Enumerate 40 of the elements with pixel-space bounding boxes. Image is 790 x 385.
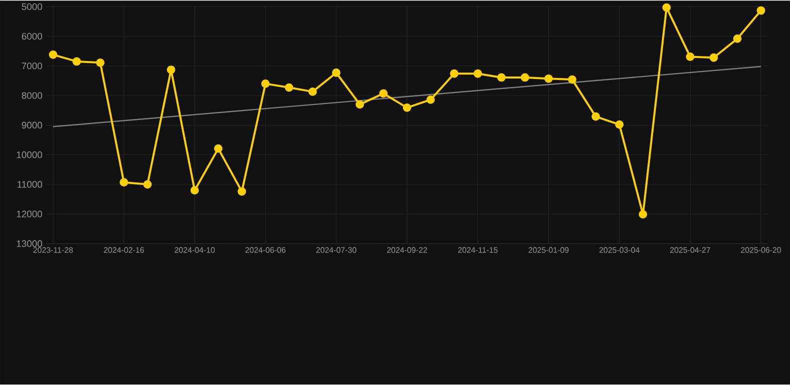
- point: [356, 100, 364, 109]
- point: [568, 76, 576, 84]
- point: [96, 58, 104, 68]
- point: [497, 73, 506, 82]
- y-tick-label: 5000: [22, 3, 42, 10]
- point: [143, 180, 152, 189]
- point: [615, 120, 624, 129]
- point: [284, 84, 294, 92]
- point: [474, 70, 482, 78]
- point: [710, 54, 718, 62]
- point: [544, 74, 553, 84]
- point: [261, 80, 270, 88]
- point: [450, 70, 458, 78]
- point: [733, 34, 742, 44]
- y-tick-label: 9000: [22, 122, 42, 129]
- point: [638, 210, 648, 219]
- point: [214, 144, 222, 153]
- y-tick-label: 8000: [22, 92, 42, 100]
- point: [756, 6, 766, 15]
- point: [238, 187, 246, 196]
- point: [379, 89, 388, 98]
- y-tick-label: 10000: [16, 152, 42, 158]
- point: [120, 178, 128, 187]
- point: [332, 68, 340, 78]
- point: [308, 88, 317, 96]
- point: [426, 96, 435, 104]
- y-tick-label: 12000: [16, 210, 42, 218]
- point: [72, 57, 81, 66]
- point: [190, 186, 199, 195]
- y-tick-label: 7000: [22, 62, 42, 70]
- point: [402, 104, 412, 112]
- y-tick-label: 11000: [18, 181, 42, 188]
- y-tick-label: 6000: [22, 33, 42, 40]
- point: [662, 4, 671, 12]
- point: [686, 52, 694, 62]
- point: [520, 73, 530, 82]
- point: [166, 66, 176, 74]
- point: [48, 50, 58, 60]
- y-tick-label: 13000: [16, 240, 42, 248]
- point: [592, 112, 600, 121]
